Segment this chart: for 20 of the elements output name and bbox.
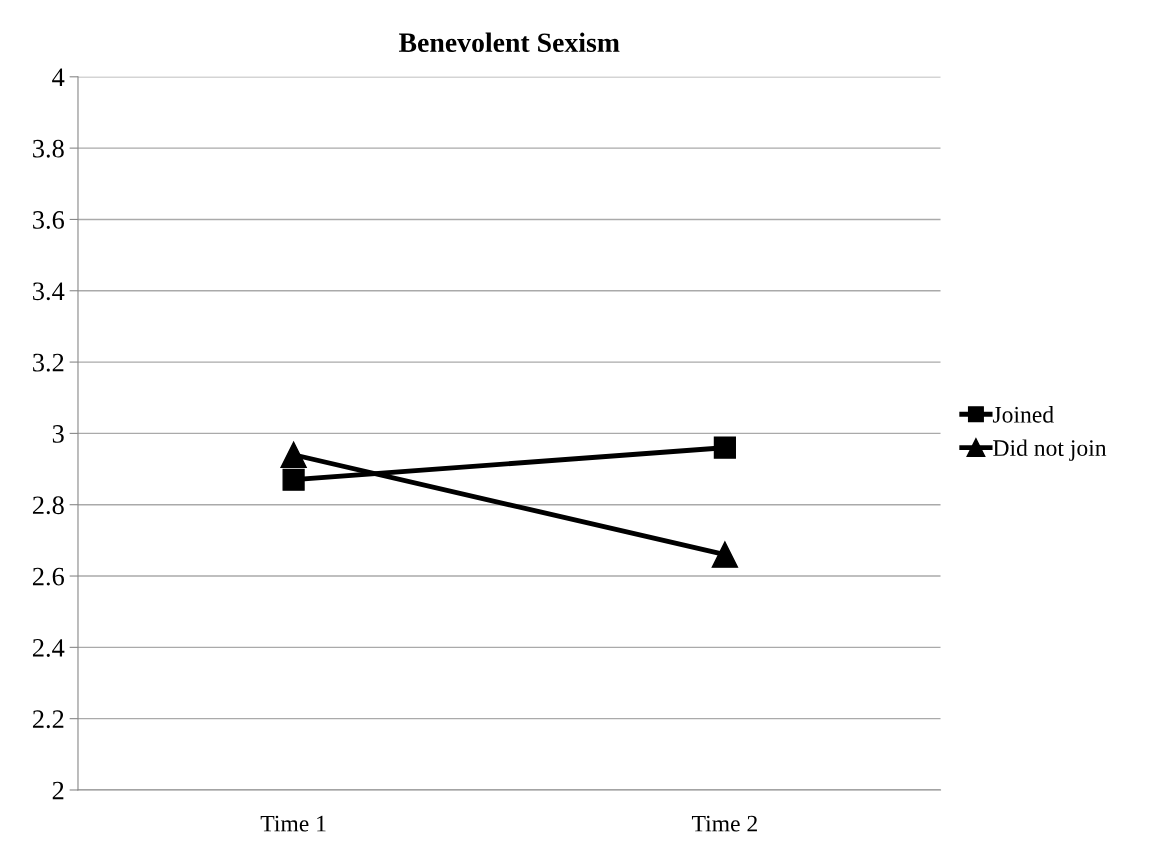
- y-tick-label: 3.2: [33, 353, 64, 372]
- legend-label: Did not join: [993, 439, 1107, 461]
- legend-label: Joined: [992, 406, 1054, 423]
- x-tick-label: Time 2: [691, 815, 757, 832]
- y-tick-label: 4: [52, 68, 65, 86]
- y-tick-label: 3.6: [33, 211, 65, 229]
- y-tick-label: 3.8: [33, 139, 64, 158]
- y-tick-label: 2.8: [32, 496, 64, 515]
- point: [282, 468, 305, 491]
- point: [713, 436, 736, 459]
- y-tick-label: 3: [52, 425, 64, 443]
- y-tick-label: 2.2: [32, 710, 64, 729]
- chart-title: Benevolent Sexism: [398, 32, 620, 53]
- x-tick-label: Time 1: [260, 815, 326, 832]
- point: [711, 541, 739, 568]
- y-tick-label: 2: [52, 781, 64, 800]
- y-tick-label: 2.4: [32, 639, 65, 657]
- y-tick-label: 2.6: [32, 567, 65, 586]
- y-tick-label: 3.4: [33, 282, 65, 301]
- point: [280, 441, 307, 468]
